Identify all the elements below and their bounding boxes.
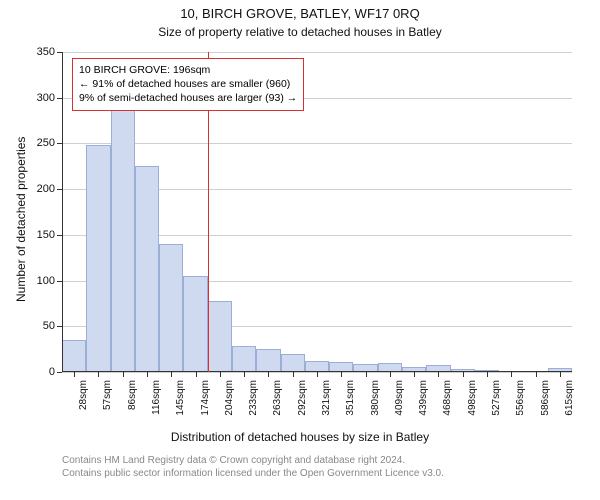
x-tick-label: 57sqm xyxy=(102,380,113,410)
histogram-bar xyxy=(86,145,110,372)
x-tick-mark xyxy=(414,372,415,377)
x-tick-mark xyxy=(268,372,269,377)
y-tick-label: 150 xyxy=(27,229,55,241)
x-tick-label: 86sqm xyxy=(127,380,138,410)
chart-title: 10, BIRCH GROVE, BATLEY, WF17 0RQ xyxy=(0,6,600,21)
x-tick-mark xyxy=(560,372,561,377)
y-axis-label: Number of detached properties xyxy=(14,137,28,302)
footer-line2: Contains public sector information licen… xyxy=(62,467,600,480)
histogram-bar xyxy=(232,346,256,372)
histogram-bar xyxy=(135,166,159,372)
y-tick-mark xyxy=(57,52,62,53)
y-axis-line xyxy=(62,52,63,372)
footer-attribution: Contains HM Land Registry data © Crown c… xyxy=(62,454,600,480)
x-tick-label: 498sqm xyxy=(467,380,478,416)
annotation-line1: 10 BIRCH GROVE: 196sqm xyxy=(79,63,297,77)
x-tick-mark xyxy=(74,372,75,377)
x-tick-mark xyxy=(511,372,512,377)
x-tick-mark xyxy=(341,372,342,377)
histogram-bar xyxy=(208,301,232,372)
y-tick-label: 300 xyxy=(27,92,55,104)
histogram-chart: 10, BIRCH GROVE, BATLEY, WF17 0RQ Size o… xyxy=(0,0,600,500)
x-tick-mark xyxy=(220,372,221,377)
x-tick-label: 292sqm xyxy=(297,380,308,416)
y-tick-label: 0 xyxy=(27,366,55,378)
x-tick-label: 556sqm xyxy=(515,380,526,416)
x-tick-label: 439sqm xyxy=(418,380,429,416)
x-tick-mark xyxy=(196,372,197,377)
footer-line1: Contains HM Land Registry data © Crown c… xyxy=(62,454,600,467)
x-tick-label: 468sqm xyxy=(442,380,453,416)
y-tick-label: 250 xyxy=(27,137,55,149)
x-tick-mark xyxy=(366,372,367,377)
x-tick-label: 145sqm xyxy=(175,380,186,416)
x-tick-label: 233sqm xyxy=(248,380,259,416)
gridline xyxy=(62,52,572,53)
histogram-bar xyxy=(256,349,280,372)
y-tick-label: 50 xyxy=(27,320,55,332)
annotation-line3: 9% of semi-detached houses are larger (9… xyxy=(79,91,297,105)
x-tick-label: 409sqm xyxy=(394,380,405,416)
y-tick-mark xyxy=(57,98,62,99)
x-tick-label: 527sqm xyxy=(491,380,502,416)
y-tick-mark xyxy=(57,372,62,373)
y-tick-mark xyxy=(57,235,62,236)
annotation-callout: 10 BIRCH GROVE: 196sqm ← 91% of detached… xyxy=(72,58,304,111)
x-tick-mark xyxy=(98,372,99,377)
x-tick-label: 174sqm xyxy=(200,380,211,416)
x-tick-mark xyxy=(293,372,294,377)
x-tick-mark xyxy=(123,372,124,377)
histogram-bar xyxy=(281,354,305,372)
x-tick-mark xyxy=(147,372,148,377)
x-tick-mark xyxy=(171,372,172,377)
y-tick-label: 100 xyxy=(27,275,55,287)
x-tick-label: 204sqm xyxy=(224,380,235,416)
x-tick-label: 263sqm xyxy=(272,380,283,416)
y-tick-label: 350 xyxy=(27,46,55,58)
x-tick-mark xyxy=(536,372,537,377)
histogram-bar xyxy=(62,340,86,372)
x-tick-mark xyxy=(487,372,488,377)
x-tick-label: 615sqm xyxy=(564,380,575,416)
histogram-bar xyxy=(159,244,183,372)
y-tick-mark xyxy=(57,281,62,282)
x-tick-label: 321sqm xyxy=(321,380,332,416)
y-tick-mark xyxy=(57,143,62,144)
x-tick-mark xyxy=(463,372,464,377)
y-tick-mark xyxy=(57,326,62,327)
x-tick-label: 116sqm xyxy=(151,380,162,415)
x-tick-label: 586sqm xyxy=(540,380,551,416)
x-tick-label: 351sqm xyxy=(345,380,356,416)
chart-subtitle: Size of property relative to detached ho… xyxy=(0,25,600,39)
x-tick-label: 380sqm xyxy=(370,380,381,416)
annotation-line2: ← 91% of detached houses are smaller (96… xyxy=(79,77,297,91)
y-tick-label: 200 xyxy=(27,183,55,195)
y-tick-mark xyxy=(57,189,62,190)
x-tick-mark xyxy=(438,372,439,377)
x-tick-mark xyxy=(390,372,391,377)
histogram-bar xyxy=(111,90,135,373)
x-tick-mark xyxy=(317,372,318,377)
x-axis-label: Distribution of detached houses by size … xyxy=(0,430,600,444)
gridline xyxy=(62,143,572,144)
x-tick-label: 28sqm xyxy=(78,380,89,410)
x-tick-mark xyxy=(244,372,245,377)
histogram-bar xyxy=(183,276,207,372)
